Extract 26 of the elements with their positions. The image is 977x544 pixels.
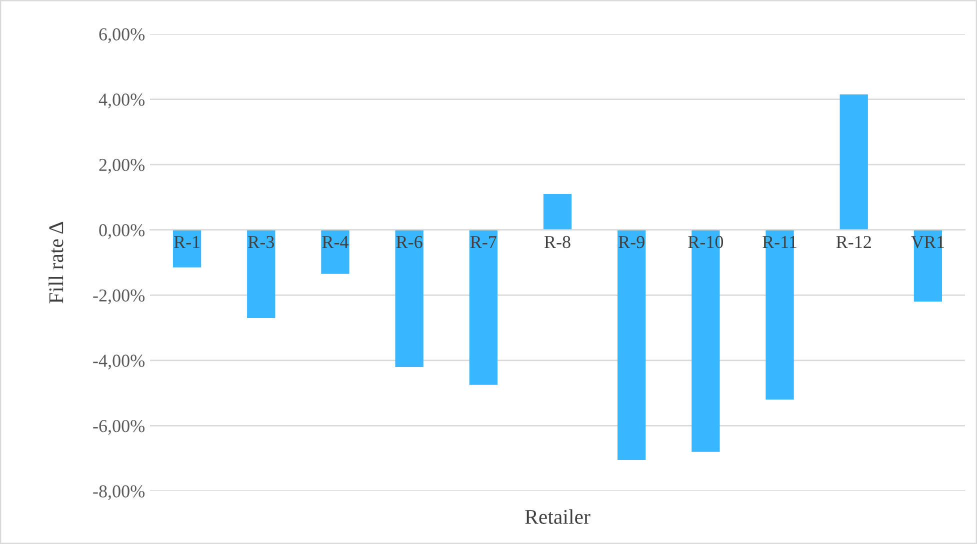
y-axis-title: Fill rate Δ xyxy=(48,222,64,304)
x-tick-label: R-4 xyxy=(322,236,348,248)
x-axis-title: Retailer xyxy=(525,509,590,524)
bar xyxy=(395,230,424,367)
x-tick-label: R-7 xyxy=(470,236,496,248)
y-tick-label: -4,00% xyxy=(93,354,145,370)
bar xyxy=(469,230,498,385)
bar xyxy=(840,94,868,230)
bar xyxy=(321,230,350,274)
y-tick-label: -6,00% xyxy=(93,420,145,435)
x-tick-label: R-9 xyxy=(618,236,644,248)
y-tick-label: 0,00% xyxy=(99,224,145,239)
y-tick-label: 2,00% xyxy=(99,158,145,174)
y-tick-label: 6,00% xyxy=(99,28,145,44)
x-tick-label: R-12 xyxy=(836,236,871,248)
bar xyxy=(247,230,276,318)
bar xyxy=(618,230,646,460)
y-tick-label: -2,00% xyxy=(93,289,145,304)
y-tick-label: 4,00% xyxy=(98,94,145,108)
bar xyxy=(172,230,202,268)
y-tick-label: -8,00% xyxy=(93,485,145,500)
x-tick-label: R-6 xyxy=(396,236,422,248)
bar xyxy=(543,194,572,230)
x-tick-label: R-8 xyxy=(544,236,570,248)
x-tick-label: R-3 xyxy=(248,236,274,248)
x-tick-label: R-1 xyxy=(174,236,200,248)
